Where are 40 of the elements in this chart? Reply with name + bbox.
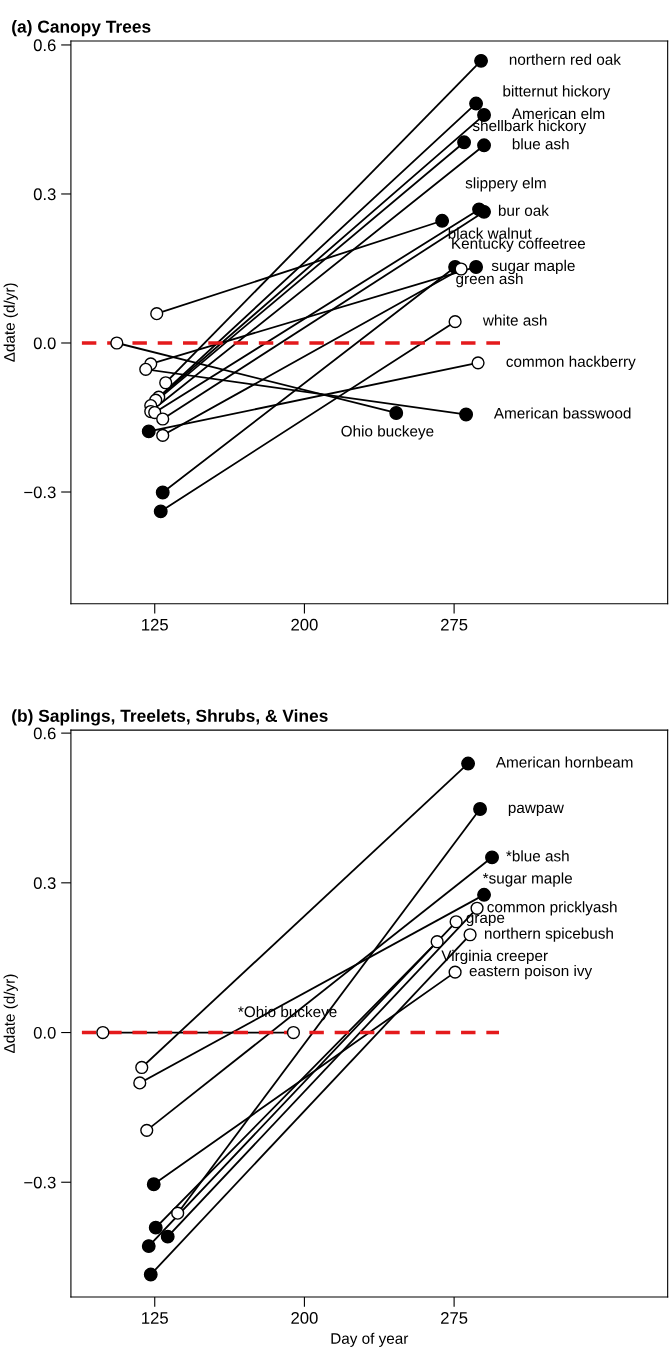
x-tick-label: 200 (291, 1312, 318, 1324)
y-tick-label: 0.0 (33, 337, 56, 350)
y-tick-label: 0.0 (33, 1026, 56, 1039)
y-tick-label: −0.3 (24, 486, 56, 499)
series-label: black walnut (448, 227, 532, 239)
series-label: northern spicebush (484, 927, 613, 942)
series-label: grape (466, 914, 505, 927)
x-tick-label: 125 (142, 618, 168, 631)
x-tick-label: 125 (142, 1312, 168, 1324)
y-axis-title: Δdate (d/yr) (3, 974, 18, 1054)
x-axis-title: Day of year (331, 1332, 409, 1347)
series-label: American basswood (493, 407, 631, 419)
series-label: Ohio buckeye (341, 425, 434, 440)
series-label: American elm (511, 107, 605, 120)
series-label: bitternut hickory (503, 85, 611, 100)
y-tick-label: −0.3 (24, 1176, 56, 1189)
series-label: blue ash (512, 138, 569, 150)
series-label: shellbark hickory (472, 119, 587, 135)
x-tick-label: 200 (291, 618, 318, 631)
series-label: northern red oak (509, 53, 621, 65)
series-label: eastern poison ivy (469, 965, 593, 980)
y-tick-label: 0.3 (33, 188, 56, 201)
series-label: American hornbeam (495, 756, 633, 768)
y-tick-label: 0.6 (33, 39, 56, 52)
y-axis-title: Δdate (d/yr) (3, 283, 18, 362)
series-label: white ash (482, 314, 547, 326)
series-label: *blue ash (506, 850, 569, 862)
x-tick-label: 275 (441, 1312, 468, 1324)
series-label: *sugar maple (482, 872, 572, 887)
chart-title: (b) Saplings, Treelets, Shrubs, & Vines (12, 709, 328, 726)
series-label: sugar maple (491, 259, 575, 275)
series-label: bur oak (498, 204, 549, 216)
series-label: common hackberry (506, 355, 636, 370)
y-tick-label: 0.3 (33, 877, 56, 890)
series-label: pawpaw (508, 804, 564, 817)
x-tick-label: 275 (441, 618, 468, 631)
chart-title: (a) Canopy Trees (12, 20, 151, 37)
series-label: slippery elm (465, 177, 546, 192)
y-tick-label: 0.6 (33, 727, 56, 740)
series-label: green ash (456, 272, 523, 288)
